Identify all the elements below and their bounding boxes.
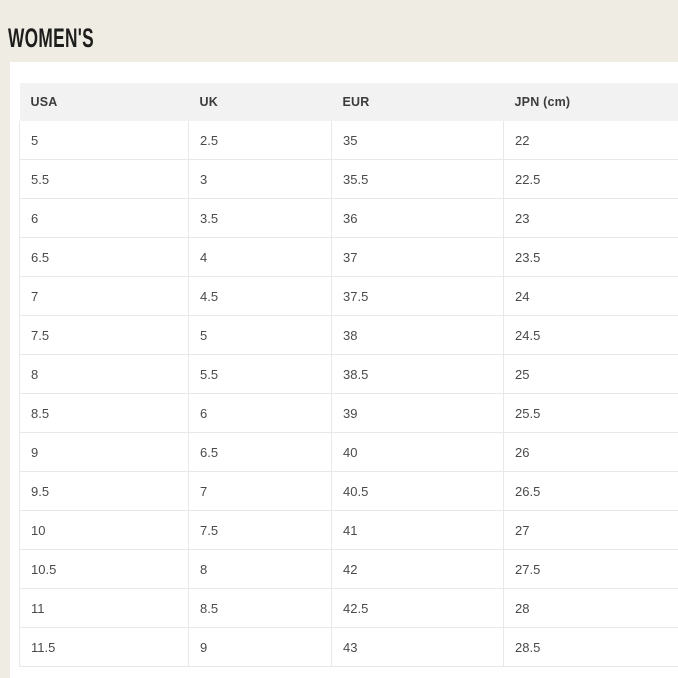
table-body: 5 2.5 35 22 5.5 3 35.5 22.5 6 3.5 36 23 6.5 4 37 23.5 7 4…: [19, 121, 678, 667]
size-cell: 38.5: [331, 354, 504, 394]
size-cell: 7.5: [19, 315, 189, 355]
size-cell: 27: [503, 510, 678, 550]
size-cell: 37.5: [331, 276, 504, 316]
size-cell: 6: [19, 198, 189, 238]
size-cell: 25.5: [503, 393, 678, 433]
size-cell: 6.5: [188, 432, 332, 472]
size-cell: 25: [503, 354, 678, 394]
size-cell: 9: [19, 432, 189, 472]
size-cell: 6: [188, 393, 332, 433]
column-header-jpn-cm: JPN (cm): [503, 83, 678, 121]
table-row: 9 6.5 40 26: [19, 432, 678, 472]
size-cell: 40: [331, 432, 504, 472]
size-chart-panel: USA UK EUR JPN (cm) 5 2.5 35 22 5.5 3 35.5 22.5 6 3.…: [10, 62, 678, 678]
size-cell: 8.5: [188, 588, 332, 628]
table-row: 7 4.5 37.5 24: [19, 276, 678, 316]
table-header-row: USA UK EUR JPN (cm): [19, 83, 678, 121]
size-cell: 24.5: [503, 315, 678, 355]
column-header-uk: UK: [188, 83, 332, 121]
size-cell: 22.5: [503, 159, 678, 199]
table-row: 5.5 3 35.5 22.5: [19, 159, 678, 199]
size-cell: 10: [19, 510, 189, 550]
size-cell: 24: [503, 276, 678, 316]
size-cell: 39: [331, 393, 504, 433]
size-cell: 23: [503, 198, 678, 238]
size-cell: 10.5: [19, 549, 189, 589]
table-row: 6 3.5 36 23: [19, 198, 678, 238]
size-cell: 8: [19, 354, 189, 394]
size-cell: 2.5: [188, 121, 332, 160]
size-cell: 43: [331, 627, 504, 667]
size-cell: 27.5: [503, 549, 678, 589]
size-cell: 35.5: [331, 159, 504, 199]
table-row: 10 7.5 41 27: [19, 510, 678, 550]
table-row: 5 2.5 35 22: [19, 121, 678, 160]
table-row: 11 8.5 42.5 28: [19, 588, 678, 628]
size-cell: 8: [188, 549, 332, 589]
size-cell: 41: [331, 510, 504, 550]
size-cell: 37: [331, 237, 504, 277]
size-cell: 42: [331, 549, 504, 589]
size-cell: 3: [188, 159, 332, 199]
table-row: 8 5.5 38.5 25: [19, 354, 678, 394]
size-cell: 5.5: [188, 354, 332, 394]
size-cell: 5: [19, 121, 189, 160]
table-row: 8.5 6 39 25.5: [19, 393, 678, 433]
size-cell: 28: [503, 588, 678, 628]
size-cell: 26: [503, 432, 678, 472]
page-title: WOMEN'S: [8, 23, 95, 53]
size-cell: 35: [331, 121, 504, 160]
size-cell: 26.5: [503, 471, 678, 511]
size-cell: 7: [188, 471, 332, 511]
size-cell: 6.5: [19, 237, 189, 277]
size-cell: 4.5: [188, 276, 332, 316]
size-cell: 28.5: [503, 627, 678, 667]
size-cell: 7.5: [188, 510, 332, 550]
table-row: 11.5 9 43 28.5: [19, 627, 678, 667]
size-cell: 9.5: [19, 471, 189, 511]
size-cell: 11.5: [19, 627, 189, 667]
size-cell: 38: [331, 315, 504, 355]
size-cell: 42.5: [331, 588, 504, 628]
size-cell: 11: [19, 588, 189, 628]
table-row: 9.5 7 40.5 26.5: [19, 471, 678, 511]
size-cell: 5: [188, 315, 332, 355]
size-conversion-table: USA UK EUR JPN (cm) 5 2.5 35 22 5.5 3 35.5 22.5 6 3.…: [19, 83, 678, 667]
size-cell: 23.5: [503, 237, 678, 277]
size-cell: 7: [19, 276, 189, 316]
size-cell: 4: [188, 237, 332, 277]
size-cell: 9: [188, 627, 332, 667]
column-header-usa: USA: [19, 83, 189, 121]
column-header-eur: EUR: [331, 83, 504, 121]
size-cell: 5.5: [19, 159, 189, 199]
size-cell: 22: [503, 121, 678, 160]
table-row: 7.5 5 38 24.5: [19, 315, 678, 355]
size-cell: 3.5: [188, 198, 332, 238]
size-cell: 36: [331, 198, 504, 238]
table-row: 10.5 8 42 27.5: [19, 549, 678, 589]
table-row: 6.5 4 37 23.5: [19, 237, 678, 277]
size-cell: 40.5: [331, 471, 504, 511]
size-cell: 8.5: [19, 393, 189, 433]
